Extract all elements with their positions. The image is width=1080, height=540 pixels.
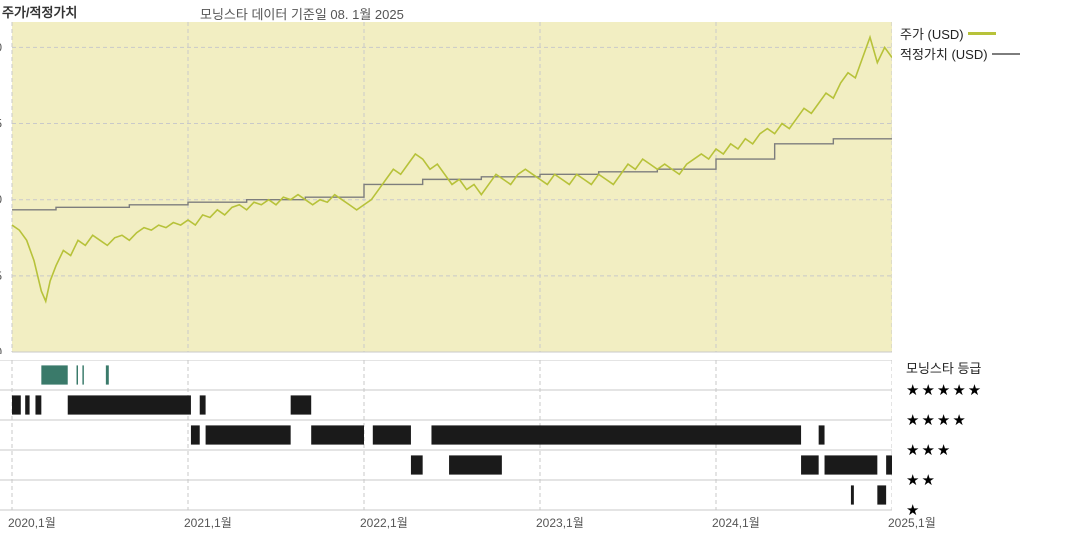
rating-chart (0, 360, 892, 514)
svg-text:60: 60 (0, 40, 2, 54)
legend-price-swatch (968, 32, 996, 35)
rating-stars-3: ★★★ (906, 441, 952, 459)
legend-fair-label: 적정가치 (USD) (900, 44, 988, 63)
x-tick-label: 2020,1월 (8, 514, 56, 531)
rating-stars-2: ★★ (906, 471, 937, 489)
legend-price-label: 주가 (USD) (900, 24, 964, 43)
svg-text:45: 45 (0, 117, 2, 131)
chart-container: 주가/적정가치 모닝스타 데이터 기준일 08. 1월 2025 0153045… (0, 0, 1080, 540)
rating-title: 모닝스타 등급 (906, 358, 981, 377)
legend-fair-swatch (992, 53, 1020, 55)
legend-price: 주가 (USD) (900, 24, 996, 43)
x-tick-label: 2021,1월 (184, 514, 232, 531)
x-tick-label: 2024,1월 (712, 514, 760, 531)
legend-fair: 적정가치 (USD) (900, 44, 1020, 63)
x-tick-label: 2022,1월 (360, 514, 408, 531)
svg-text:15: 15 (0, 269, 2, 283)
x-tick-label: 2023,1월 (536, 514, 584, 531)
x-tick-label: 2025,1월 (888, 514, 936, 531)
svg-text:30: 30 (0, 193, 2, 207)
svg-text:0: 0 (0, 345, 2, 354)
price-chart: 0 15 30 45 60 (0, 0, 892, 354)
rating-stars-5: ★★★★★ (906, 381, 983, 399)
rating-stars-4: ★★★★ (906, 411, 968, 429)
